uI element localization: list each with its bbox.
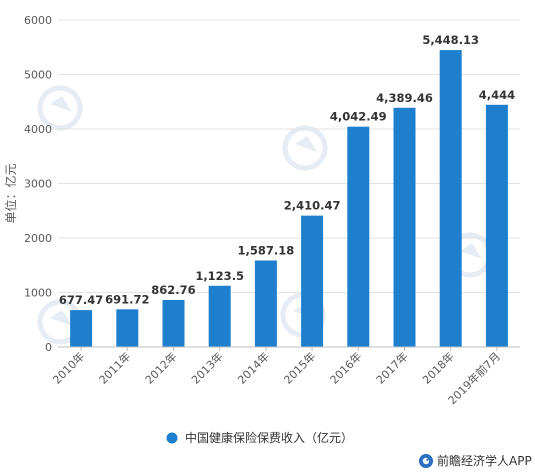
data-label: 4,042.49 (330, 110, 387, 124)
bar (347, 126, 370, 347)
bar (254, 260, 277, 347)
x-tick-label: 2013年 (188, 349, 225, 386)
bar (162, 299, 185, 347)
y-axis-ticks: 0 1000 2000 3000 4000 5000 6000 (24, 14, 52, 354)
data-label: 1,123.5 (195, 269, 244, 283)
bar (301, 215, 324, 347)
x-tick-label: 2014年 (235, 349, 272, 386)
legend: 中国健康保险保费收入（亿元） (166, 430, 353, 445)
y-tick-label: 6000 (24, 14, 52, 27)
data-label: 4,389.46 (376, 91, 433, 105)
bar (439, 50, 462, 348)
bar (116, 309, 139, 347)
brand-name: 前瞻经济学人APP (437, 453, 532, 468)
watermark-logo-0 (40, 88, 80, 128)
data-label: 677.47 (59, 293, 103, 307)
legend-marker (166, 432, 178, 444)
y-axis-label: 单位：亿元 (3, 163, 18, 223)
x-tick-label: 2016年 (327, 349, 364, 386)
data-label: 1,587.18 (238, 243, 295, 257)
brand: 前瞻经济学人APP (419, 453, 532, 468)
bar (485, 104, 508, 347)
brand-logo-icon (419, 454, 433, 468)
x-tick-label: 2012年 (142, 349, 179, 386)
x-tick-label: 2011年 (96, 349, 133, 386)
bar (393, 107, 416, 347)
bars (70, 50, 508, 348)
x-axis-ticks: 2010年 2011年 2012年 2013年 2014年 2015年 2016年 2017年… (50, 347, 503, 407)
x-tick-label: 2018年 (419, 349, 456, 386)
x-tick-label: 2017年 (373, 349, 410, 386)
bar (70, 310, 93, 347)
data-label: 4,444 (479, 88, 515, 102)
data-label: 862.76 (151, 283, 195, 297)
y-tick-label: 5000 (24, 69, 52, 82)
data-label: 691.72 (105, 292, 149, 306)
y-tick-label: 3000 (24, 178, 52, 191)
y-tick-label: 4000 (24, 123, 52, 136)
y-tick-label: 2000 (24, 232, 52, 245)
x-tick-label: 2010年 (50, 349, 87, 386)
y-tick-label: 1000 (24, 287, 52, 300)
data-label: 2,410.47 (284, 199, 341, 213)
x-tick-label: 2015年 (281, 349, 318, 386)
bar (208, 285, 231, 347)
legend-label: 中国健康保险保费收入（亿元） (185, 430, 353, 445)
data-label: 5,448.13 (422, 33, 479, 47)
watermark-logo-1 (285, 128, 325, 168)
y-tick-label: 0 (45, 341, 52, 354)
